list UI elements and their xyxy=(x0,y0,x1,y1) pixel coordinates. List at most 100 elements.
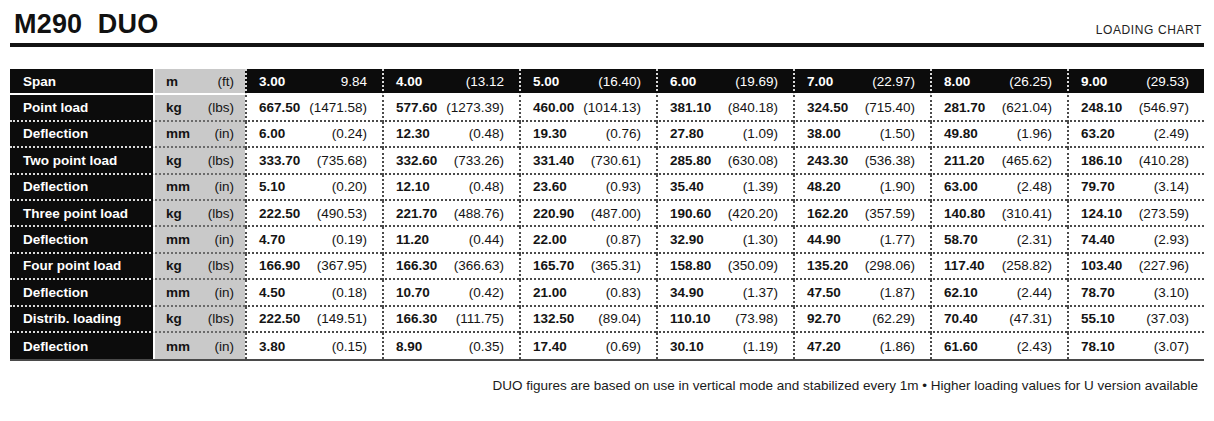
unit-imperial: (in) xyxy=(215,126,235,141)
metric-value: 6.00 xyxy=(670,74,696,89)
value-cell: 3.00 9.84 xyxy=(245,69,382,95)
metric-value: 5.10 xyxy=(259,179,285,194)
metric-value: 11.20 xyxy=(396,232,429,247)
table-row: Deflectionmm(in)6.00(0.24)12.30(0.48)19.… xyxy=(10,122,1204,148)
value-cell: 63.20(2.49) xyxy=(1067,122,1204,148)
imperial-value: (2.31) xyxy=(1017,232,1052,247)
metric-value: 166.90 xyxy=(259,258,300,273)
imperial-value: (227.96) xyxy=(1139,258,1189,273)
metric-value: 211.20 xyxy=(944,153,985,168)
value-cell: 10.70 (0.42) xyxy=(382,280,519,306)
value-cell: 166.30(366.63) xyxy=(382,254,519,280)
imperial-value: (0.87) xyxy=(606,232,641,247)
imperial-value: (1.30) xyxy=(743,232,778,247)
unit-imperial: (in) xyxy=(215,232,235,247)
row-units: kg(lbs) xyxy=(155,307,245,333)
row-label: Three point load xyxy=(10,201,155,227)
imperial-value: (0.24) xyxy=(332,126,367,141)
imperial-value: (536.38) xyxy=(865,153,915,168)
value-cell: 220.90 (487.00) xyxy=(519,201,656,227)
metric-value: 4.00 xyxy=(396,74,422,89)
metric-value: 4.70 xyxy=(259,232,285,247)
table-row: Four point loadkg(lbs)166.90(367.95)166.… xyxy=(10,254,1204,280)
imperial-value: (357.59) xyxy=(865,206,915,221)
value-cell: 47.20(1.86) xyxy=(793,333,930,359)
value-cell: 61.60(2.43) xyxy=(930,333,1067,359)
metric-value: 23.60 xyxy=(533,179,567,194)
imperial-value: (62.29) xyxy=(872,311,915,326)
row-units: kg(lbs) xyxy=(155,201,245,227)
metric-value: 79.70 xyxy=(1081,179,1115,194)
row-units: mm(in) xyxy=(155,227,245,253)
value-cell: 166.30(111.75) xyxy=(382,307,519,333)
value-cell: 221.70(488.76) xyxy=(382,201,519,227)
metric-value: 22.00 xyxy=(533,232,567,247)
value-cell: 8.00(26.25) xyxy=(930,69,1067,95)
unit-imperial: (lbs) xyxy=(208,153,234,168)
imperial-value: (350.09) xyxy=(728,258,778,273)
value-cell: 11.20(0.44) xyxy=(382,227,519,253)
metric-value: 4.50 xyxy=(259,285,285,300)
value-cell: 23.60(0.93) xyxy=(519,175,656,201)
metric-value: 222.50 xyxy=(259,311,300,326)
metric-value: 162.20 xyxy=(807,206,848,221)
metric-value: 243.30 xyxy=(807,153,848,168)
imperial-value: (2.43) xyxy=(1017,339,1052,354)
imperial-value: (13.12 xyxy=(466,74,504,89)
unit-metric: kg xyxy=(166,311,182,326)
value-cell: 165.70(365.31) xyxy=(519,254,656,280)
value-cell: 158.80(350.09) xyxy=(656,254,793,280)
imperial-value: (465.62) xyxy=(1002,153,1052,168)
imperial-value: (0.15) xyxy=(332,339,367,354)
metric-value: 48.20 xyxy=(807,179,841,194)
metric-value: 74.40 xyxy=(1081,232,1115,247)
value-cell: 324.50(715.40) xyxy=(793,95,930,121)
imperial-value: (149.51) xyxy=(317,311,367,326)
value-cell: 135.20(298.06) xyxy=(793,254,930,280)
table-row: Point loadkg(lbs)667.50(1471.58)577.60(1… xyxy=(10,95,1204,121)
imperial-value: (1.77) xyxy=(880,232,915,247)
imperial-value: (2.48) xyxy=(1017,179,1052,194)
value-cell: 78.10(3.07) xyxy=(1067,333,1204,359)
unit-metric: mm xyxy=(166,339,190,354)
datasheet-page: M290 DUO LOADING CHART Spanm(ft)3.009.84… xyxy=(0,0,1214,421)
row-units: mm(in) xyxy=(155,175,245,201)
row-label: Span xyxy=(10,69,155,95)
value-cell: 70.40(47.31) xyxy=(930,307,1067,333)
row-units: kg(lbs) xyxy=(155,254,245,280)
table-row: Three point loadkg(lbs)222.50(490.53)221… xyxy=(10,201,1204,227)
imperial-value: (487.00) xyxy=(591,206,641,221)
metric-value: 220.90 xyxy=(533,206,574,221)
table-row: Distrib. loadingkg(lbs)222.50(149.51)166… xyxy=(10,307,1204,333)
metric-value: 324.50 xyxy=(807,100,848,115)
metric-value: 132.50 xyxy=(533,311,574,326)
value-cell: 7.00(22.97) xyxy=(793,69,930,95)
imperial-value: (1.87) xyxy=(880,285,915,300)
metric-value: 3.00 xyxy=(259,74,285,89)
metric-value: 10.70 xyxy=(396,285,430,300)
metric-value: 78.70 xyxy=(1081,285,1115,300)
unit-metric: kg xyxy=(166,153,182,168)
value-cell: 27.80(1.09) xyxy=(656,122,793,148)
metric-value: 12.10 xyxy=(396,179,430,194)
value-cell: 17.40(0.69) xyxy=(519,333,656,359)
imperial-value: 9.84 xyxy=(341,74,367,89)
table-row: Spanm(ft)3.009.844.00(13.125.00(16.40)6.… xyxy=(10,69,1204,95)
metric-value: 9.00 xyxy=(1081,74,1107,89)
metric-value: 124.10 xyxy=(1081,206,1122,221)
value-cell: 44.90(1.77) xyxy=(793,227,930,253)
row-units: mm(in) xyxy=(155,280,245,306)
value-cell: 12.10(0.48) xyxy=(382,175,519,201)
value-cell: 124.10 (273.59) xyxy=(1067,201,1204,227)
imperial-value: (273.59) xyxy=(1139,206,1189,221)
metric-value: 35.40 xyxy=(670,179,704,194)
page-title: M290 DUO xyxy=(10,8,158,40)
metric-value: 3.80 xyxy=(259,339,285,354)
imperial-value: (37.03) xyxy=(1146,311,1189,326)
row-label: Deflection xyxy=(10,280,155,306)
metric-value: 110.10 xyxy=(670,311,711,326)
value-cell: 577.60(1273.39) xyxy=(382,95,519,121)
imperial-value: (0.42) xyxy=(469,285,504,300)
table-row: Deflectionmm(in)4.50(0.18)10.70(0.42)21.… xyxy=(10,280,1204,306)
value-cell: 30.10(1.19) xyxy=(656,333,793,359)
